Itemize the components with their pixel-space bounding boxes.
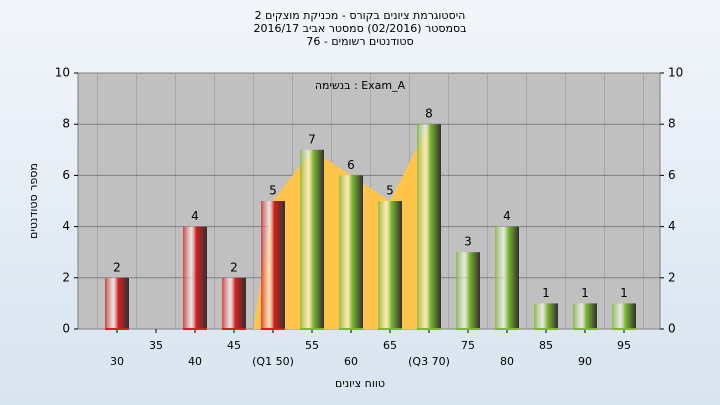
value-label: 4 [503, 209, 511, 223]
x-tick-label: 40 [188, 355, 202, 368]
bar [573, 303, 597, 329]
bar [339, 175, 363, 329]
y2-tick-label: 0 [668, 322, 676, 336]
y-tick-label: 10 [55, 66, 70, 80]
chart-subtitle: סטודנטים רשומים - 76 [306, 35, 413, 48]
x-tick-label: 80 [500, 355, 514, 368]
x-tick-label: 30 [110, 355, 124, 368]
bar [417, 124, 441, 329]
x-tick-label: 55 [305, 339, 319, 352]
y2-tick-label: 2 [668, 270, 676, 284]
bar [222, 277, 246, 329]
bar-base [612, 328, 636, 330]
x-tick-label: 85 [539, 339, 553, 352]
y2-tick-label: 4 [668, 219, 676, 233]
value-label: 4 [191, 209, 199, 223]
value-label: 5 [269, 184, 277, 198]
bar-base [495, 328, 519, 330]
bar [300, 149, 324, 329]
bar-base [339, 328, 363, 330]
value-label: 7 [308, 132, 316, 146]
value-label: 3 [464, 235, 472, 249]
bar-base [417, 328, 441, 330]
bar [534, 303, 558, 329]
value-label: 1 [581, 286, 589, 300]
bar [378, 201, 402, 329]
value-label: 5 [386, 184, 394, 198]
bar-base [300, 328, 324, 330]
x-tick-label: 45 [227, 339, 241, 352]
x-tick-label: 65 [383, 339, 397, 352]
x-axis-label: טווח ציונים [335, 377, 385, 390]
value-label: 1 [542, 286, 550, 300]
x-tick-label: (Q1 50) [252, 355, 294, 368]
bar-base [105, 328, 129, 330]
x-tick-label: 35 [149, 339, 163, 352]
value-label: 1 [620, 286, 628, 300]
bar [612, 303, 636, 329]
y-tick-label: 6 [62, 168, 70, 182]
x-tick-label: 90 [578, 355, 592, 368]
x-tick-label: 60 [344, 355, 358, 368]
bar-base [534, 328, 558, 330]
value-label: 8 [425, 107, 433, 121]
bar-base [378, 328, 402, 330]
y-tick-label: 0 [62, 322, 70, 336]
chart-subtitle: בסמסטר (02/2016) סמסטר אביב 2016/17 [253, 22, 466, 35]
bar-base [183, 328, 207, 330]
y2-tick-label: 10 [668, 66, 683, 80]
bar [183, 226, 207, 329]
x-tick-label: 95 [617, 339, 631, 352]
value-label: 2 [230, 260, 238, 274]
bar-base [261, 328, 285, 330]
bar [456, 252, 480, 329]
bar-base [222, 328, 246, 330]
y2-tick-label: 8 [668, 117, 676, 131]
chart-title: היסטוגרמת ציונים בקורס - מכניקת מוצקים 2 [255, 9, 466, 22]
value-label: 2 [113, 260, 121, 274]
bar [105, 277, 129, 329]
y2-tick-label: 6 [668, 168, 676, 182]
annotation: בנשימה : Exam_A [315, 79, 406, 92]
y-axis-label: מספר סטודנטים [27, 163, 40, 239]
x-tick-label: (Q3 70) [408, 355, 450, 368]
y-tick-label: 2 [62, 270, 70, 284]
bar [261, 201, 285, 329]
bar [495, 226, 519, 329]
bar-base [456, 328, 480, 330]
y-tick-label: 4 [62, 219, 70, 233]
y-tick-label: 8 [62, 117, 70, 131]
x-tick-label: 75 [461, 339, 475, 352]
value-label: 6 [347, 158, 355, 172]
bar-base [573, 328, 597, 330]
